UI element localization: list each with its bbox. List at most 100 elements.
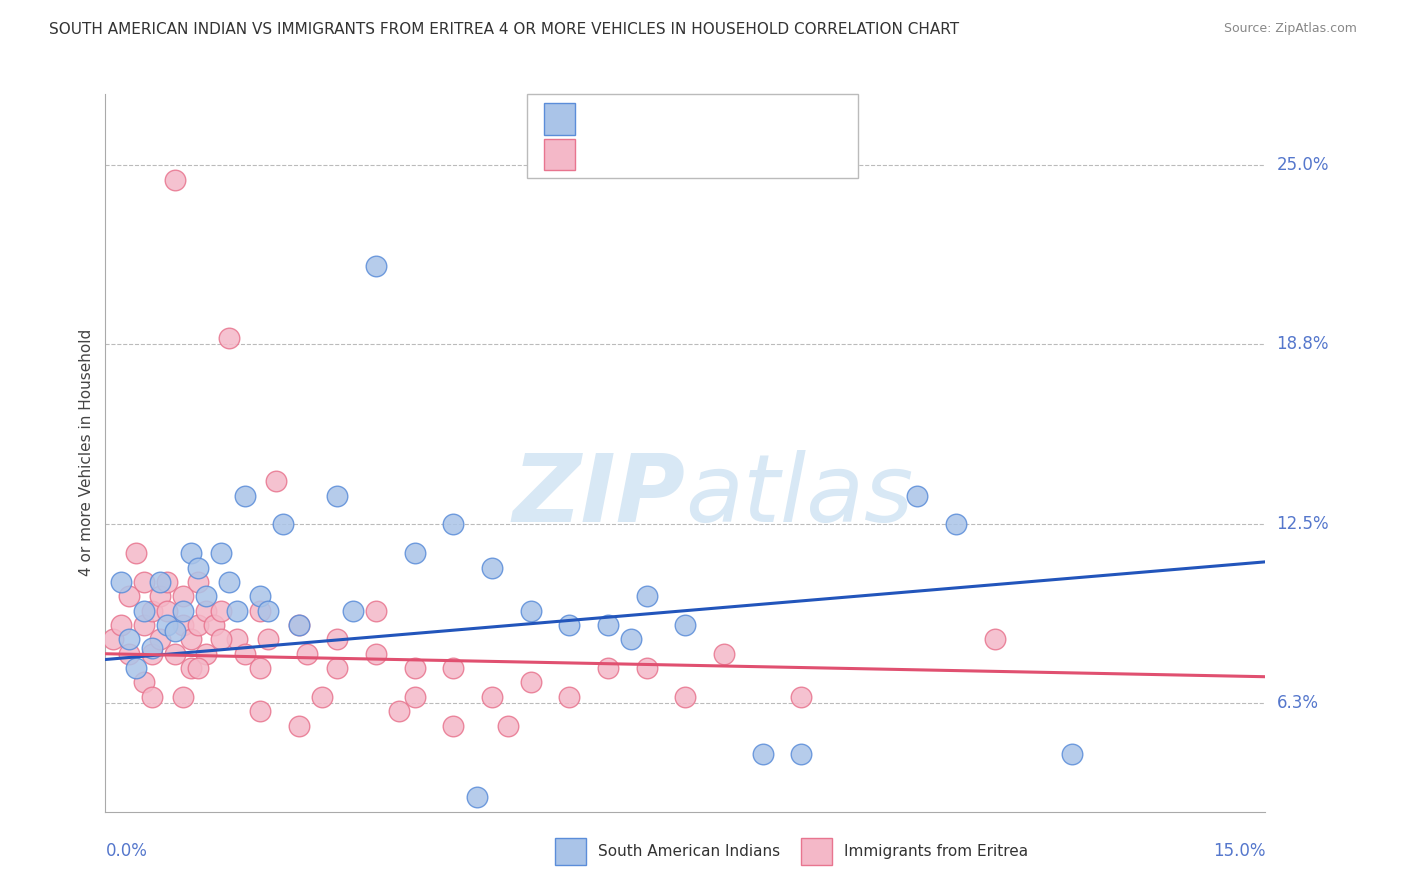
- Point: [271, 517, 295, 532]
- Point: [132, 675, 156, 690]
- Point: [194, 647, 217, 661]
- Point: [180, 661, 202, 675]
- Text: 6.3%: 6.3%: [1277, 694, 1319, 712]
- Point: [326, 661, 349, 675]
- Point: [132, 618, 156, 632]
- Point: [636, 661, 658, 675]
- Point: [172, 618, 194, 632]
- Point: [211, 546, 233, 560]
- Point: [481, 690, 503, 704]
- Text: Immigrants from Eritrea: Immigrants from Eritrea: [844, 845, 1028, 859]
- Point: [156, 574, 179, 589]
- Point: [132, 604, 156, 618]
- Point: [249, 704, 271, 718]
- Point: [211, 604, 233, 618]
- Point: [287, 618, 309, 632]
- Point: [156, 618, 179, 632]
- Point: [326, 632, 349, 647]
- Point: [187, 618, 209, 632]
- Text: R =  0.098   N = 38: R = 0.098 N = 38: [586, 112, 744, 127]
- Point: [713, 647, 735, 661]
- Point: [520, 675, 543, 690]
- Point: [388, 704, 411, 718]
- Point: [598, 661, 620, 675]
- Point: [218, 331, 240, 345]
- Point: [441, 718, 464, 732]
- Point: [118, 632, 141, 647]
- Point: [249, 604, 271, 618]
- Point: [287, 618, 309, 632]
- Point: [233, 647, 256, 661]
- Point: [404, 661, 426, 675]
- Text: Source: ZipAtlas.com: Source: ZipAtlas.com: [1223, 22, 1357, 36]
- Text: SOUTH AMERICAN INDIAN VS IMMIGRANTS FROM ERITREA 4 OR MORE VEHICLES IN HOUSEHOLD: SOUTH AMERICAN INDIAN VS IMMIGRANTS FROM…: [49, 22, 959, 37]
- Point: [790, 747, 813, 762]
- Point: [441, 661, 464, 675]
- Point: [202, 618, 225, 632]
- Text: 0.0%: 0.0%: [105, 842, 148, 860]
- Point: [295, 647, 318, 661]
- Point: [364, 259, 387, 273]
- Point: [187, 661, 209, 675]
- Point: [141, 647, 163, 661]
- Point: [103, 632, 124, 647]
- Point: [264, 475, 287, 489]
- Point: [675, 690, 697, 704]
- Point: [141, 690, 163, 704]
- Point: [311, 690, 333, 704]
- Point: [180, 632, 202, 647]
- Point: [287, 718, 309, 732]
- Point: [118, 647, 141, 661]
- Text: South American Indians: South American Indians: [598, 845, 780, 859]
- Point: [907, 489, 929, 503]
- Point: [149, 632, 172, 647]
- Point: [984, 632, 1007, 647]
- Point: [636, 590, 658, 604]
- Point: [194, 604, 217, 618]
- Text: 12.5%: 12.5%: [1277, 516, 1329, 533]
- Y-axis label: 4 or more Vehicles in Household: 4 or more Vehicles in Household: [79, 329, 94, 576]
- Point: [194, 590, 217, 604]
- Point: [125, 546, 148, 560]
- Point: [598, 618, 620, 632]
- Point: [187, 574, 209, 589]
- Point: [118, 590, 141, 604]
- Text: 15.0%: 15.0%: [1213, 842, 1265, 860]
- Point: [465, 790, 488, 805]
- Point: [172, 590, 194, 604]
- Point: [620, 632, 643, 647]
- Point: [125, 661, 148, 675]
- Point: [211, 632, 233, 647]
- Text: R = -0.027   N = 61: R = -0.027 N = 61: [586, 147, 744, 162]
- Point: [481, 560, 503, 574]
- Text: 18.8%: 18.8%: [1277, 334, 1329, 352]
- Point: [364, 604, 387, 618]
- Point: [1062, 747, 1084, 762]
- Point: [249, 590, 271, 604]
- Point: [233, 489, 256, 503]
- Point: [326, 489, 349, 503]
- Point: [141, 604, 163, 618]
- Point: [225, 604, 249, 618]
- Point: [496, 718, 519, 732]
- Point: [156, 604, 179, 618]
- Point: [404, 690, 426, 704]
- Point: [558, 690, 581, 704]
- Point: [404, 546, 426, 560]
- Text: atlas: atlas: [686, 450, 914, 541]
- Point: [790, 690, 813, 704]
- Point: [257, 604, 280, 618]
- Point: [187, 560, 209, 574]
- Point: [149, 590, 172, 604]
- Point: [110, 618, 132, 632]
- Point: [364, 647, 387, 661]
- Point: [132, 574, 156, 589]
- Point: [218, 574, 240, 589]
- Text: 25.0%: 25.0%: [1277, 156, 1329, 175]
- Point: [520, 604, 543, 618]
- Point: [441, 517, 464, 532]
- Point: [163, 173, 186, 187]
- Text: ZIP: ZIP: [513, 450, 686, 541]
- Point: [163, 647, 186, 661]
- Point: [172, 690, 194, 704]
